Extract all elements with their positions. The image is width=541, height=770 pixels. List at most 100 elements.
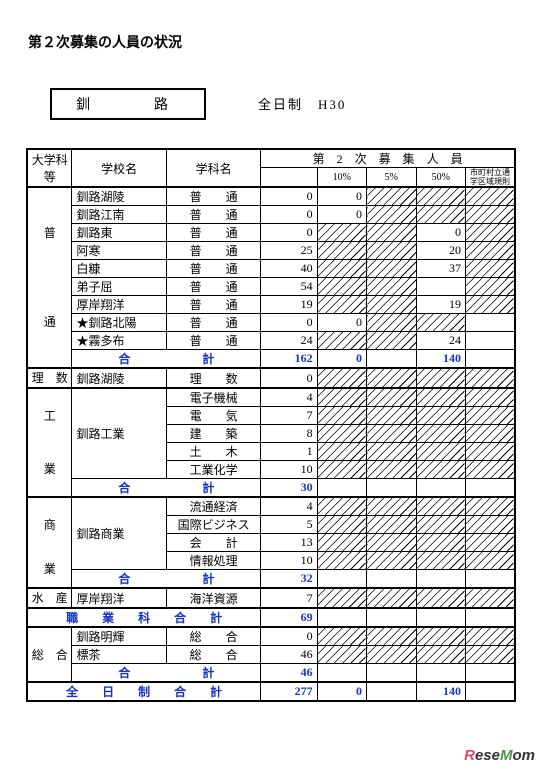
hatch-cell <box>367 552 416 570</box>
page-title: 第２次募集の人員の状況 <box>28 32 182 52</box>
hatch-cell <box>465 407 515 425</box>
cell <box>465 314 515 332</box>
cell: 0 <box>317 314 366 332</box>
cell: 普 通 <box>166 314 260 332</box>
th-50: 50% <box>416 168 465 188</box>
cell: 普 通 <box>166 332 260 350</box>
cell: 140 <box>416 350 465 369</box>
subtotal-label: 合 計 <box>72 664 261 683</box>
hatch-cell <box>465 296 515 314</box>
subtotal-label: 合 計 <box>72 350 261 369</box>
hatch-cell <box>367 516 416 534</box>
cell: 普 通 <box>166 187 260 206</box>
hatch-cell <box>465 588 515 608</box>
cell: 40 <box>261 260 317 278</box>
hatch-cell <box>416 314 465 332</box>
cell <box>367 570 416 589</box>
cell: 厚岸翔洋 <box>72 588 166 608</box>
cell: 0 <box>317 187 366 206</box>
hatch-cell <box>367 224 416 242</box>
cell: 8 <box>261 425 317 443</box>
cell <box>465 664 515 683</box>
cell <box>367 350 416 369</box>
hatch-cell <box>367 314 416 332</box>
cell: 37 <box>416 260 465 278</box>
hatch-cell <box>317 407 366 425</box>
cell: 釧路東 <box>72 224 166 242</box>
hatch-cell <box>465 187 515 206</box>
cell <box>416 570 465 589</box>
cell: 24 <box>261 332 317 350</box>
hatch-cell <box>367 443 416 461</box>
hatch-cell <box>416 461 465 479</box>
cell: ★霧多布 <box>72 332 166 350</box>
hatch-cell <box>367 497 416 516</box>
cell: 釧路湖陵 <box>72 187 166 206</box>
hatch-cell <box>465 534 515 552</box>
hatch-cell <box>416 206 465 224</box>
hatch-cell <box>367 461 416 479</box>
hatch-cell <box>465 388 515 407</box>
hatch-cell <box>465 461 515 479</box>
hatch-cell <box>416 388 465 407</box>
cell: 277 <box>261 682 317 701</box>
hatch-cell <box>317 368 366 388</box>
th-dept: 学科名 <box>166 149 260 187</box>
subtotal-label: 合 計 <box>72 479 261 498</box>
cell <box>465 479 515 498</box>
cell: 情報処理 <box>166 552 260 570</box>
cell: 白糠 <box>72 260 166 278</box>
hatch-cell <box>367 260 416 278</box>
hatch-cell <box>317 242 366 260</box>
cell: 普 通 <box>166 224 260 242</box>
cell: 19 <box>261 296 317 314</box>
cell: 0 <box>261 206 317 224</box>
cell: 13 <box>261 534 317 552</box>
th-blank <box>261 168 317 188</box>
cell: 土 木 <box>166 443 260 461</box>
hatch-cell <box>367 627 416 646</box>
cell: 0 <box>261 224 317 242</box>
cell: 0 <box>317 350 366 369</box>
hatch-cell <box>317 425 366 443</box>
cell: 5 <box>261 516 317 534</box>
hatch-cell <box>317 627 366 646</box>
hatch-cell <box>317 224 366 242</box>
cell: 理 数 <box>166 368 260 388</box>
cell: 46 <box>261 664 317 683</box>
hatch-cell <box>367 388 416 407</box>
hatch-cell <box>416 646 465 664</box>
hatch-cell <box>465 443 515 461</box>
hatch-cell <box>367 187 416 206</box>
cat-cell: 水 産 <box>27 588 72 608</box>
hatch-cell <box>367 368 416 388</box>
th-5: 5% <box>367 168 416 188</box>
cat-cell: 普 <box>27 187 72 278</box>
cat-cell: 理 数 <box>27 368 72 388</box>
cell: 建 築 <box>166 425 260 443</box>
cat-cell: 業 <box>27 443 72 498</box>
hatch-cell <box>367 407 416 425</box>
cell <box>367 608 416 627</box>
cell: 弟子屈 <box>72 278 166 296</box>
hatch-cell <box>367 588 416 608</box>
hatch-cell <box>465 425 515 443</box>
cell <box>416 479 465 498</box>
cell: 会 計 <box>166 534 260 552</box>
cell: 電 気 <box>166 407 260 425</box>
hatch-cell <box>465 242 515 260</box>
hatch-cell <box>317 388 366 407</box>
hatch-cell <box>465 368 515 388</box>
cell: 普 通 <box>166 278 260 296</box>
cell: 7 <box>261 407 317 425</box>
cell <box>317 479 366 498</box>
cell <box>465 570 515 589</box>
hatch-cell <box>317 443 366 461</box>
hatch-cell <box>416 407 465 425</box>
hatch-cell <box>367 296 416 314</box>
hatch-cell <box>317 278 366 296</box>
cell: 国際ビジネス <box>166 516 260 534</box>
hatch-cell <box>367 278 416 296</box>
cell: 32 <box>261 570 317 589</box>
cell <box>367 664 416 683</box>
